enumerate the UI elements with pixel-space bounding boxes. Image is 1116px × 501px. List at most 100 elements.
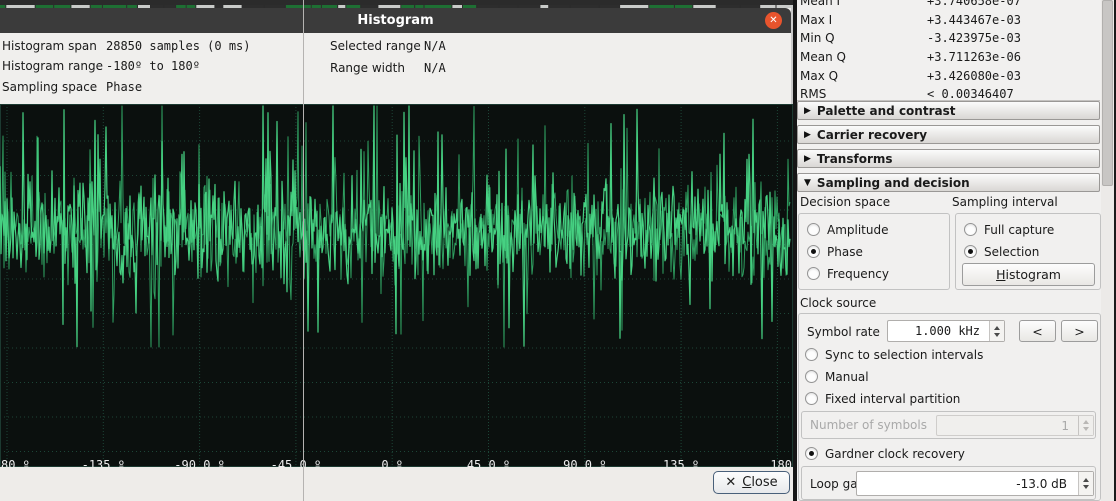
measurement-label: Max I [800, 12, 833, 27]
radio-fixed-interval-partition[interactable]: Fixed interval partition [805, 391, 960, 406]
measurement-label: Mean I [800, 0, 841, 9]
spin-up-icon[interactable] [1083, 478, 1089, 482]
histogram-dialog: Histogram ✕ Histogram span 28850 samples… [0, 8, 793, 501]
svg-text:-45.0 º: -45.0 º [271, 458, 322, 467]
radio-circle-icon[interactable] [807, 245, 820, 258]
symbol-rate-input[interactable]: 1.000 kHz [887, 320, 1005, 342]
radio-circle-icon[interactable] [805, 370, 818, 383]
measurement-value: -3.423975e-03 [927, 31, 1021, 46]
radio-circle-icon[interactable] [805, 348, 818, 361]
spin-down-icon [1083, 427, 1089, 431]
number-of-symbols-input: 1 [936, 415, 1094, 436]
svg-text:-90.0 º: -90.0 º [174, 458, 225, 467]
radio-circle-icon[interactable] [807, 223, 820, 236]
radio-selection[interactable]: Selection [964, 244, 1039, 259]
info-row: Selected range N/A [330, 38, 446, 54]
radio-frequency[interactable]: Frequency [807, 266, 889, 281]
info-row: Histogram span 28850 samples (0 ms) [2, 38, 251, 54]
section-sampling-and-decision[interactable]: ▼ Sampling and decision [797, 173, 1100, 192]
spin-down-icon[interactable] [1083, 485, 1089, 489]
measurement-value: +3.426080e-03 [927, 68, 1021, 83]
info-row: Histogram range -180º to 180º [2, 58, 200, 74]
svg-text:45.0 º: 45.0 º [467, 458, 510, 467]
radio-label: Phase [827, 244, 863, 259]
chevron-right-icon: ▶ [804, 129, 811, 140]
symbol-rate-value: 1.000 kHz [914, 324, 980, 338]
decision-space-group: Amplitude Phase Frequency [798, 213, 950, 290]
measurement-value: +3.740658e-07 [927, 0, 1021, 9]
settings-panel: Mean I +3.740658e-07 Max I +3.443467e-03… [797, 0, 1116, 501]
number-of-symbols-spinner [1078, 416, 1093, 435]
section-label: Sampling and decision [816, 175, 970, 190]
radio-amplitude[interactable]: Amplitude [807, 222, 889, 237]
histogram-button[interactable]: Histogram [962, 263, 1095, 286]
close-button[interactable]: ✕ Close [713, 471, 790, 494]
info-value: -180º to 180º [106, 59, 200, 73]
number-of-symbols-label: Number of symbols [810, 418, 927, 432]
info-label: Selected range [330, 39, 421, 53]
histogram-plot[interactable]: 80 º -135 º -90.0 º -45.0 º 0 º 45.0 º 90.0 º 1… [0, 104, 793, 472]
loop-gain-label: Loop gain [810, 477, 869, 491]
radio-label: Frequency [827, 266, 889, 281]
measurement-row: Max Q +3.426080e-03 [797, 66, 1100, 85]
radio-label: Fixed interval partition [825, 391, 961, 406]
measurement-row: Max I +3.443467e-03 [797, 11, 1100, 30]
measurement-row: RMS < 0.00346407 [797, 85, 1100, 104]
radio-sync-to-selection-intervals[interactable]: Sync to selection intervals [805, 347, 983, 362]
vertical-scrollbar[interactable] [1101, 0, 1114, 501]
histogram-plot-canvas[interactable]: 80 º -135 º -90.0 º -45.0 º 0 º 45.0 º 90.0 º 1… [0, 104, 793, 472]
measurement-row: Mean Q +3.711263e-06 [797, 48, 1100, 67]
info-label: Histogram range [2, 59, 103, 73]
clock-source-label: Clock source [800, 296, 877, 310]
loop-gain-input[interactable]: -13.0 dB [856, 471, 1094, 496]
clock-source-group: Symbol rate 1.000 kHz < > Sync to select… [798, 313, 1101, 501]
symbol-stream-blocks [0, 5, 795, 8]
measurement-label: Mean Q [800, 50, 846, 65]
radio-manual[interactable]: Manual [805, 369, 869, 384]
window-close-icon[interactable]: ✕ [765, 12, 782, 29]
close-button-label: Close [742, 475, 778, 490]
radio-gardner-clock-recovery[interactable]: Gardner clock recovery [805, 446, 965, 461]
radio-circle-icon[interactable] [805, 447, 818, 460]
svg-text:80 º: 80 º [1, 458, 30, 467]
section-transforms[interactable]: ▶ Transforms [797, 149, 1100, 168]
info-value: Phase [106, 80, 143, 94]
symbol-rate-prev-button[interactable]: < [1019, 320, 1056, 342]
measurement-value: +3.443467e-03 [927, 12, 1021, 27]
radio-circle-icon[interactable] [805, 392, 818, 405]
measurement-row: Min Q -3.423975e-03 [797, 29, 1100, 48]
section-palette-and-contrast[interactable]: ▶ Palette and contrast [797, 101, 1100, 120]
measurement-label: RMS [800, 87, 827, 102]
info-value: N/A [424, 39, 446, 53]
spin-down-icon[interactable] [994, 332, 1000, 337]
info-row: Range width N/A [330, 60, 446, 76]
chevron-right-icon: ▶ [804, 105, 811, 116]
symbol-rate-spinner[interactable] [989, 321, 1004, 341]
radio-circle-icon[interactable] [807, 267, 820, 280]
info-row: Sampling space Phase [2, 79, 142, 95]
dialog-titlebar[interactable]: Histogram ✕ [0, 8, 791, 33]
measurements-list: Mean I +3.740658e-07 Max I +3.443467e-03… [797, 0, 1100, 104]
scrollbar-thumb[interactable] [1102, 0, 1113, 186]
chevron-down-icon: ▼ [804, 177, 811, 188]
measurement-label: Min Q [800, 31, 835, 46]
panel-right-border [303, 0, 304, 501]
loop-gain-spinner[interactable] [1078, 472, 1093, 495]
radio-circle-icon[interactable] [964, 245, 977, 258]
svg-text:-135 º: -135 º [82, 458, 125, 467]
symbol-rate-next-button[interactable]: > [1061, 320, 1098, 342]
spin-up-icon[interactable] [994, 325, 1000, 330]
radio-label: Amplitude [827, 222, 889, 237]
radio-circle-icon[interactable] [964, 223, 977, 236]
section-carrier-recovery[interactable]: ▶ Carrier recovery [797, 125, 1100, 144]
decision-space-label: Decision space [800, 195, 891, 209]
radio-label: Selection [984, 244, 1040, 259]
radio-label: Manual [825, 369, 869, 384]
dialog-footer: ✕ Close [0, 467, 793, 501]
measurement-row: Mean I +3.740658e-07 [797, 0, 1100, 11]
dialog-title: Histogram [357, 13, 434, 28]
histogram-button-label: Histogram [996, 267, 1061, 282]
radio-full-capture[interactable]: Full capture [964, 222, 1054, 237]
svg-text:135 º: 135 º [663, 458, 699, 467]
radio-phase[interactable]: Phase [807, 244, 863, 259]
